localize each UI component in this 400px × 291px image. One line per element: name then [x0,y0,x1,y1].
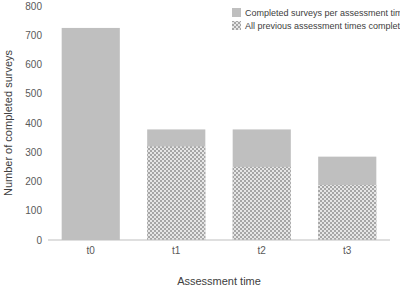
x-tick-label: t0 [87,245,96,256]
y-tick [46,123,48,124]
x-tick-label: t3 [343,245,352,256]
y-tick [46,35,48,36]
y-tick [46,181,48,182]
bar [62,28,120,240]
y-tick [46,152,48,153]
y-tick-label: 200 [25,176,42,187]
legend: Completed surveys per assessment time All… [232,8,400,31]
bar [233,129,291,240]
y-axis-title: Number of completed surveys [2,49,14,196]
y-tick-label: 400 [25,118,42,129]
bar [318,157,376,240]
chart: 0 100 200 300 400 500 600 700 800 t0 t1 t2 t3 Assessm… [0,0,400,291]
bar [318,185,376,240]
x-tick-label: t1 [172,245,181,256]
y-tick-label: 100 [25,205,42,216]
legend-swatch [232,8,241,17]
bar [147,146,205,240]
bar [233,167,291,240]
x-axis [48,240,390,241]
y-tick [46,210,48,211]
y-tick [46,64,48,65]
bar [147,129,205,240]
y-tick-label: 700 [25,30,42,41]
y-tick [46,6,48,7]
legend-swatch [232,21,241,30]
y-tick-label: 300 [25,147,42,158]
x-axis-title: Assessment time [177,275,261,287]
bars [62,28,377,240]
y-tick-label: 800 [25,1,42,12]
y-tick [46,93,48,94]
y-tick [46,240,48,241]
legend-label: Completed surveys per assessment time [245,8,400,18]
legend-label: All previous assessment times completed [245,21,400,31]
y-tick-label: 600 [25,59,42,70]
y-tick-label: 0 [36,235,42,246]
y-tick-label: 500 [25,88,42,99]
x-tick-label: t2 [258,245,267,256]
